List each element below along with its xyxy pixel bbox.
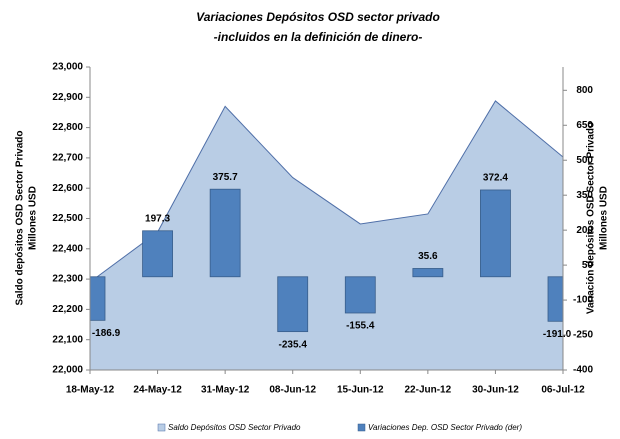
x-tick-label: 31-May-12	[201, 385, 250, 396]
y-tick-label: 22,400	[52, 243, 83, 254]
y-tick-label: 22,100	[52, 334, 83, 345]
legend-label: Variaciones Dep. OSD Sector Privado (der…	[368, 423, 522, 432]
y2-tick-label: 200	[576, 225, 593, 236]
y2-tick-label: 500	[576, 155, 593, 166]
y2-tick-label: -100	[573, 295, 593, 306]
bar	[412, 268, 444, 278]
y2-tick-label: 50	[582, 260, 594, 271]
data-label: -235.4	[279, 339, 308, 350]
bar	[209, 188, 241, 278]
y-axis-label: Millones USD	[28, 186, 39, 250]
x-tick-label: 22-Jun-12	[405, 385, 452, 396]
x-tick-label: 08-Jun-12	[269, 385, 316, 396]
chart-subtitle: -incluidos en la definición de dinero-	[214, 30, 423, 44]
y-tick-label: 22,500	[52, 213, 83, 224]
x-tick-label: 15-Jun-12	[337, 385, 384, 396]
area-line	[90, 100, 563, 283]
y2-tick-label: 800	[576, 85, 593, 96]
chart-title: Variaciones Depósitos OSD sector privado	[196, 10, 440, 24]
y2-tick-label: 650	[576, 120, 593, 131]
legend-swatch	[357, 423, 366, 432]
y-tick-label: 22,700	[52, 153, 83, 164]
data-label: -191.0	[543, 329, 572, 340]
bar	[344, 276, 376, 314]
x-tick-label: 24-May-12	[133, 385, 182, 396]
y2-tick-label: -400	[573, 365, 593, 376]
bar	[547, 276, 563, 322]
plot-area	[90, 100, 563, 370]
data-label: -186.9	[92, 328, 121, 339]
y2-tick-label: -250	[573, 330, 593, 341]
legend-label: Saldo Depósitos OSD Sector Privado	[168, 423, 301, 432]
x-tick-label: 06-Jul-12	[541, 385, 585, 396]
legend-swatch	[157, 423, 166, 432]
area	[90, 100, 563, 370]
y-tick-label: 22,300	[52, 274, 83, 285]
bar	[90, 276, 106, 321]
y-tick-label: 22,000	[52, 365, 83, 376]
y-tick-label: 22,600	[52, 183, 83, 194]
bar	[480, 189, 511, 278]
y2-axis-label: Millones USD	[599, 186, 610, 250]
x-tick-label: 30-Jun-12	[472, 385, 519, 396]
y2-tick-label: 350	[576, 190, 593, 201]
data-label: 375.7	[213, 172, 238, 183]
y-tick-label: 22,900	[52, 92, 83, 103]
data-label: 372.4	[483, 173, 508, 184]
y-axis-label: Saldo depósitos OSD Sector Privado	[15, 130, 26, 305]
y-tick-label: 22,800	[52, 122, 83, 133]
bar	[277, 276, 309, 333]
data-label: -155.4	[346, 321, 375, 332]
data-label: 35.6	[418, 251, 438, 262]
y-tick-label: 22,200	[52, 304, 83, 315]
y2-axis-label: Variación depósitos OSD Sector Privado	[586, 122, 597, 314]
y-tick-label: 23,000	[52, 62, 83, 73]
x-tick-label: 18-May-12	[66, 385, 115, 396]
data-label: 197.3	[145, 213, 170, 224]
bar	[142, 230, 173, 278]
